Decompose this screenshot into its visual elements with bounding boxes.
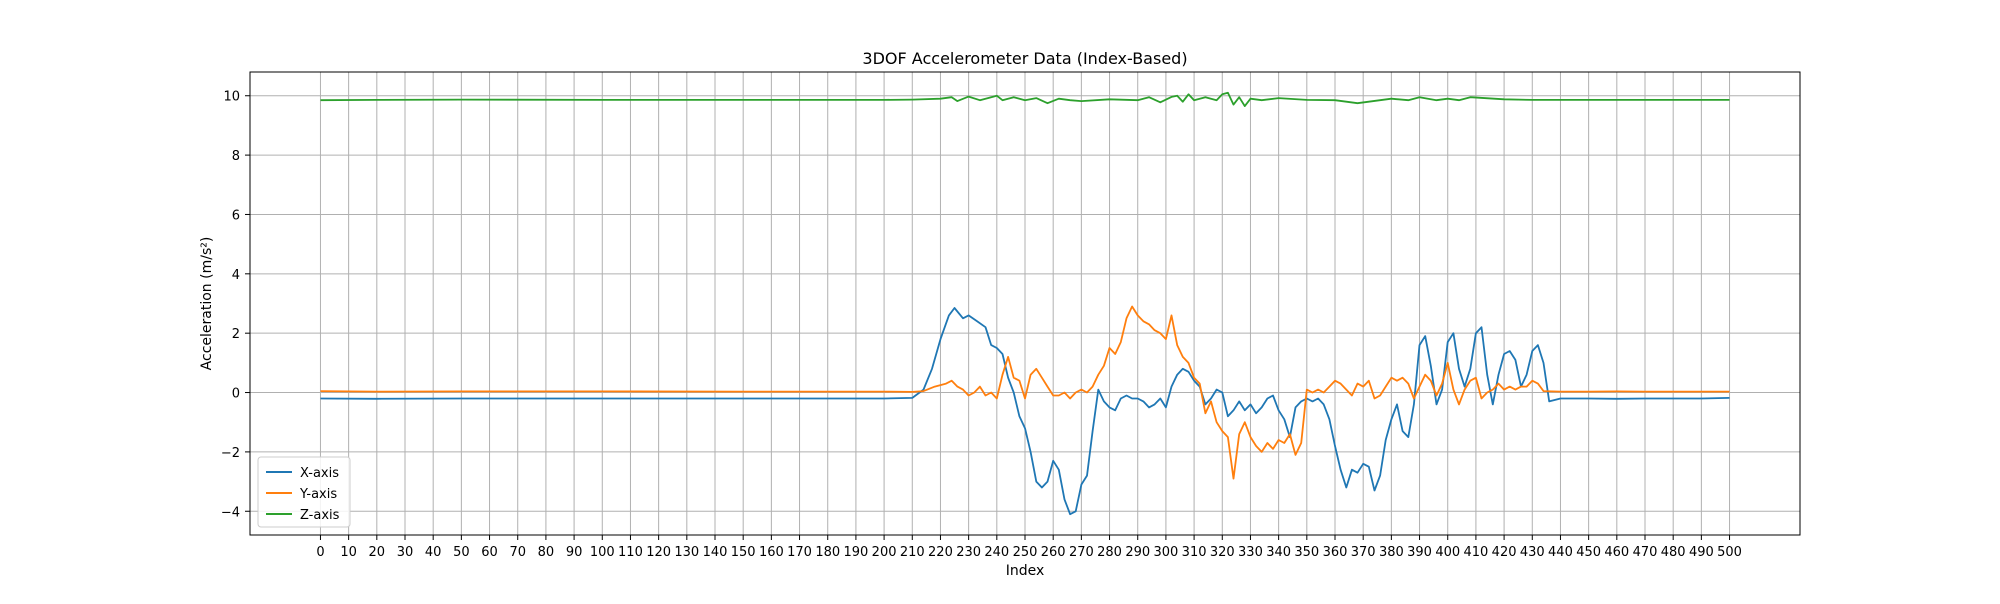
y-axis-label: Acceleration (m/s²) xyxy=(199,237,215,371)
x-tick-label: 140 xyxy=(703,545,728,560)
x-tick-label: 470 xyxy=(1633,545,1658,560)
x-tick-label: 430 xyxy=(1520,545,1545,560)
y-tick-label: 6 xyxy=(232,208,240,223)
x-tick-label: 320 xyxy=(1210,545,1235,560)
y-tick-label: 2 xyxy=(232,327,240,342)
x-tick-label: 220 xyxy=(928,545,953,560)
x-tick-label: 130 xyxy=(674,545,699,560)
x-tick-label: 250 xyxy=(1013,545,1038,560)
x-tick-label: 330 xyxy=(1238,545,1263,560)
x-tick-label: 440 xyxy=(1548,545,1573,560)
legend-label: X-axis xyxy=(300,466,339,481)
x-tick-label: 480 xyxy=(1661,545,1686,560)
x-tick-label: 120 xyxy=(646,545,671,560)
x-tick-label: 500 xyxy=(1717,545,1742,560)
x-tick-label: 50 xyxy=(453,545,470,560)
series-line-z-axis xyxy=(320,91,1730,107)
x-tick-label: 340 xyxy=(1266,545,1291,560)
x-tick-label: 410 xyxy=(1463,545,1488,560)
y-tick-label: 4 xyxy=(232,268,240,283)
x-tick-label: 170 xyxy=(787,545,812,560)
x-tick-label: 420 xyxy=(1492,545,1517,560)
x-tick-label: 210 xyxy=(900,545,925,560)
x-tick-label: 110 xyxy=(618,545,643,560)
x-tick-label: 150 xyxy=(731,545,756,560)
y-tick-label: −2 xyxy=(221,446,240,461)
x-tick-label: 350 xyxy=(1294,545,1319,560)
x-tick-label: 450 xyxy=(1576,545,1601,560)
x-tick-label: 390 xyxy=(1407,545,1432,560)
x-tick-label: 260 xyxy=(1041,545,1066,560)
series-line-y-axis xyxy=(320,305,1730,480)
legend-label: Y-axis xyxy=(299,487,337,502)
x-tick-label: 90 xyxy=(566,545,583,560)
grid-lines xyxy=(250,72,1800,535)
x-tick-label: 400 xyxy=(1435,545,1460,560)
y-tick-label: 8 xyxy=(232,149,240,164)
x-tick-label: 290 xyxy=(1125,545,1150,560)
legend-label: Z-axis xyxy=(300,508,340,523)
x-tick-label: 0 xyxy=(316,545,324,560)
x-tick-label: 190 xyxy=(843,545,868,560)
x-tick-label: 30 xyxy=(397,545,414,560)
x-tick-label: 10 xyxy=(340,545,357,560)
legend-box xyxy=(257,456,351,528)
axis-ticks: 0 10 20 30 40 50 60 70 80 90 100 110 120 130 140 150 160… xyxy=(221,90,1742,560)
x-tick-label: 20 xyxy=(369,545,386,560)
series-lines xyxy=(320,91,1730,516)
y-tick-label: −4 xyxy=(221,505,240,520)
x-tick-label: 280 xyxy=(1097,545,1122,560)
x-tick-label: 310 xyxy=(1182,545,1207,560)
x-tick-label: 40 xyxy=(425,545,442,560)
x-tick-label: 230 xyxy=(956,545,981,560)
x-tick-label: 270 xyxy=(1069,545,1094,560)
x-tick-label: 180 xyxy=(815,545,840,560)
x-tick-label: 200 xyxy=(872,545,897,560)
series-line-x-axis xyxy=(320,307,1730,516)
x-tick-label: 60 xyxy=(481,545,498,560)
chart-title: 3DOF Accelerometer Data (Index-Based) xyxy=(862,49,1187,68)
x-tick-label: 80 xyxy=(538,545,555,560)
x-tick-label: 490 xyxy=(1689,545,1714,560)
y-tick-label: 0 xyxy=(232,387,240,402)
x-tick-label: 160 xyxy=(759,545,784,560)
x-tick-label: 70 xyxy=(509,545,526,560)
x-axis-label: Index xyxy=(1006,563,1045,579)
legend: X-axis Y-axis Z-axis xyxy=(257,456,351,528)
x-tick-label: 360 xyxy=(1323,545,1348,560)
x-tick-label: 380 xyxy=(1379,545,1404,560)
x-tick-label: 240 xyxy=(984,545,1009,560)
x-tick-label: 300 xyxy=(1153,545,1178,560)
x-tick-label: 100 xyxy=(590,545,615,560)
x-tick-label: 460 xyxy=(1604,545,1629,560)
y-tick-label: 10 xyxy=(223,90,240,105)
x-tick-label: 370 xyxy=(1351,545,1376,560)
